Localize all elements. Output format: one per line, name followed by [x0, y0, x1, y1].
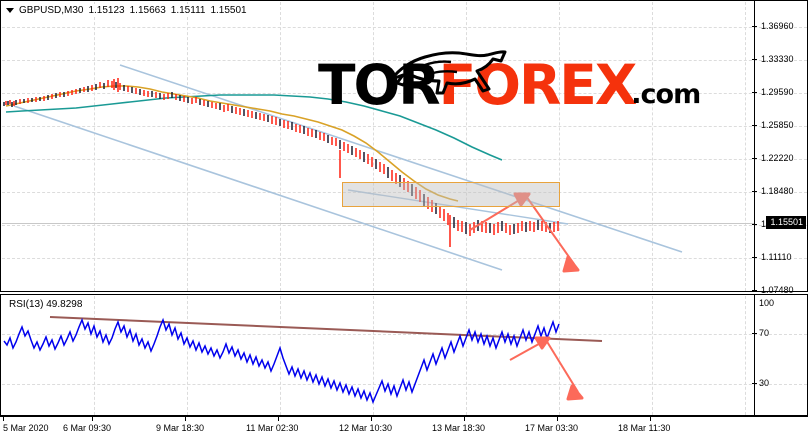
gridline-h [2, 192, 807, 193]
quote-close: 1.15501 [210, 5, 247, 16]
gridline-v [559, 296, 560, 415]
current-price-line [2, 223, 754, 224]
bull-logo-icon [390, 50, 507, 95]
time-axis-tick: 18 Mar 11:30 [618, 423, 671, 433]
time-axis-tick: 17 Mar 03:30 [525, 423, 579, 433]
chevron-down-icon[interactable] [6, 8, 14, 13]
gridline-v [466, 2, 467, 291]
price-axis-tick: 1.07480 [761, 285, 794, 295]
channel-midline [347, 189, 569, 225]
gridline-v [187, 2, 188, 291]
gridline-h [2, 126, 807, 127]
symbol-label: GBPUSD,M30 [19, 5, 84, 16]
time-axis-tick: 13 Mar 18:30 [432, 423, 486, 433]
rsi-plot-area[interactable]: RSI(13) 49.8298 [2, 296, 807, 415]
rsi-forecast-arrow-down [545, 339, 584, 401]
gridline-v [745, 296, 746, 415]
ma-teal-line [5, 94, 503, 161]
gridline-v [94, 2, 95, 291]
descending-channel-upper [119, 64, 683, 253]
gridline-v [373, 2, 374, 291]
price-axis-tick: 1.18480 [761, 186, 794, 196]
gridline-v [187, 296, 188, 415]
gridline-v [559, 2, 560, 291]
price-axis-separator [754, 1, 755, 291]
gridline-v [652, 296, 653, 415]
rsi-axis-tick: 70 [759, 328, 770, 338]
gridline-v [745, 2, 746, 291]
descending-channel-lower [13, 105, 503, 271]
gridline-v [373, 296, 374, 415]
gridline-h-70 [2, 334, 807, 335]
time-axis-tick: 6 Mar 09:30 [63, 423, 112, 433]
gridline-v [280, 296, 281, 415]
gridline-h [2, 27, 807, 28]
quote-low: 1.15111 [170, 5, 206, 16]
rsi-indicator-label: RSI(13) 49.8298 [7, 299, 85, 310]
time-axis-tick: 11 Mar 02:30 [246, 423, 299, 433]
price-axis-tick: 1.36960 [761, 21, 794, 31]
price-axis-tick: 1.22220 [761, 153, 794, 163]
price-plot-area[interactable]: TOR FOREX .com [2, 2, 807, 291]
quote-high: 1.15663 [129, 5, 166, 16]
rsi-axis[interactable]: 100 70 30 [752, 295, 807, 415]
price-axis-tick: 1.29590 [761, 87, 794, 97]
price-axis[interactable]: 1.36960 1.33330 1.29590 1.25850 1.22220 … [752, 1, 807, 295]
gridline-v [652, 2, 653, 291]
gridline-h [2, 258, 807, 259]
gridline-h [2, 60, 807, 61]
support-zone-rectangle[interactable] [342, 182, 560, 207]
quote-open: 1.15123 [88, 5, 125, 16]
price-series-svg [3, 64, 683, 273]
price-axis-tick: 1.11110 [761, 252, 792, 262]
gridline-v [94, 296, 95, 415]
gridline-h [2, 93, 807, 94]
torforex-watermark: TOR FOREX .com [318, 53, 701, 117]
time-axis-tick: 9 Mar 18:30 [156, 423, 205, 433]
watermark-forex: FOREX [438, 53, 638, 117]
candlestick-series [3, 78, 559, 247]
time-axis-tick: 5 Mar 2020 [3, 423, 49, 433]
rsi-axis-separator [754, 295, 755, 415]
watermark-tor: TOR [318, 53, 441, 117]
watermark-dotcom: .com [631, 79, 701, 110]
price-chart-panel[interactable]: TOR FOREX .com 1.36960 1.33330 1 [0, 0, 808, 295]
gridline-h [2, 225, 807, 226]
rsi-descending-trendline [49, 316, 603, 342]
rsi-indicator-panel[interactable]: RSI(13) 49.8298 100 70 30 [0, 294, 808, 416]
rsi-axis-tick: 30 [759, 378, 770, 388]
rsi-axis-tick: 100 [759, 298, 775, 308]
time-axis[interactable]: 5 Mar 2020 6 Mar 09:30 9 Mar 18:30 11 Ma… [0, 416, 808, 445]
symbol-quote-bar[interactable]: GBPUSD,M30 1.15123 1.15663 1.15111 1.155… [4, 4, 249, 17]
price-axis-tick: 1.25850 [761, 120, 794, 130]
rsi-series-svg [3, 316, 603, 405]
rsi-line [3, 317, 560, 405]
gridline-v [280, 2, 281, 291]
time-axis-tick: 12 Mar 10:30 [339, 423, 393, 433]
forecast-arrow-down [525, 195, 580, 273]
price-axis-tick: 1.33330 [761, 54, 794, 64]
current-price-tag: 1.15501 [766, 216, 806, 229]
gridline-v [466, 296, 467, 415]
